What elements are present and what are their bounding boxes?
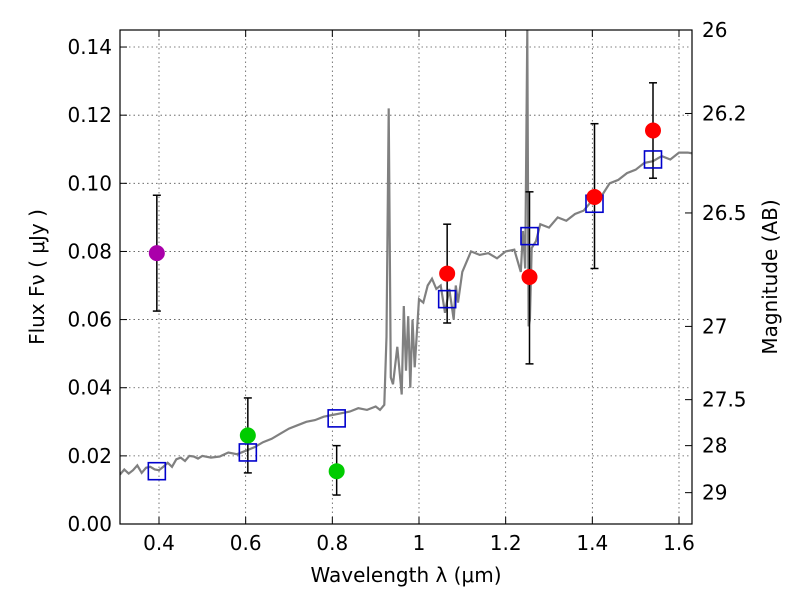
x-tick-label: 0.8	[316, 531, 348, 555]
plot-layer	[120, 30, 692, 496]
x-tick-label: 1	[413, 531, 426, 555]
y-tick-label: 0.06	[67, 308, 112, 332]
y-tick-label: 0.04	[67, 376, 112, 400]
mag-tick-label: 28	[702, 434, 727, 458]
photometry-point	[645, 122, 661, 139]
y2-axis-title: Magnitude (AB)	[758, 199, 782, 354]
y-tick-label: 0.12	[67, 103, 112, 127]
x-tick-label: 1.2	[490, 531, 522, 555]
x-tick-label: 1.6	[663, 531, 695, 555]
x-axis-title: Wavelength λ (μm)	[310, 563, 501, 587]
mag-tick-label: 26.2	[702, 101, 747, 125]
model-band-square	[238, 443, 258, 462]
y-tick-label: 0.10	[67, 171, 112, 195]
plot-frame	[119, 29, 693, 525]
x-tick-label: 0.4	[143, 531, 175, 555]
photometry-point	[328, 463, 345, 480]
model-band-square	[327, 409, 346, 428]
model-band-square	[643, 150, 663, 169]
y-tick-label: 0.02	[67, 444, 112, 468]
mag-tick-label: 29	[702, 481, 727, 505]
photometry-point	[521, 269, 538, 285]
tick-layer: 0.4 0.6 0.8 1 1.2 1.4 1.6 0.00 0.02 0.04 0.06 0.08 0…	[67, 18, 746, 555]
photometry-point	[148, 245, 165, 262]
y-tick-label: 0.14	[67, 35, 112, 59]
y-axis-title: Flux Fν ( μJy )	[25, 209, 49, 345]
y-tick-label: 0.08	[67, 239, 112, 263]
mag-tick-label: 26.5	[702, 201, 747, 225]
photometry-point	[239, 427, 256, 444]
x-tick-label: 1.4	[576, 531, 608, 555]
model-band-square	[437, 289, 457, 309]
mag-tick-label: 26	[702, 18, 727, 42]
photometry-point	[586, 188, 603, 205]
model-spectrum-line	[120, 30, 692, 476]
model-band-square	[520, 226, 539, 246]
x-tick-label: 0.6	[230, 531, 262, 555]
mag-tick-label: 27.5	[702, 388, 747, 412]
grid-layer	[120, 30, 692, 525]
mag-tick-label: 27	[702, 314, 727, 338]
y-tick-label: 0.00	[67, 512, 112, 536]
model-band-square	[147, 461, 167, 481]
photometry-point	[439, 265, 456, 282]
